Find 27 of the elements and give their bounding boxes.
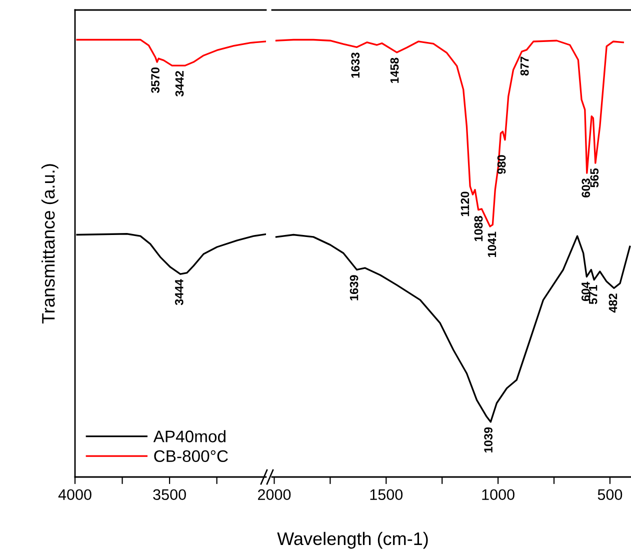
x-tick-label: 2000 <box>258 489 291 500</box>
annotation: 1633 <box>351 52 360 78</box>
annotation: 482 <box>608 294 618 313</box>
x-tick-label: 1000 <box>482 489 514 500</box>
annotation: 1120 <box>460 192 470 216</box>
y-axis-title: Transmittance (a.u.) <box>42 164 58 324</box>
annotation: 565 <box>590 168 599 188</box>
annotation: 1088 <box>474 216 483 242</box>
annotation: 3570 <box>151 68 160 94</box>
annotation: 1041 <box>488 232 496 257</box>
annotation: 603 <box>582 178 590 198</box>
annotation: 3442 <box>175 71 184 97</box>
annotation: 3444 <box>174 279 184 306</box>
annotation: 1039 <box>484 427 493 452</box>
legend-label: CB-800°C <box>154 450 228 462</box>
annotation: 1639 <box>350 275 358 300</box>
x-tick-label: 500 <box>598 489 622 500</box>
annotation: 604 <box>581 282 590 301</box>
x-tick-label: 1500 <box>370 489 403 500</box>
annotation: 571 <box>589 285 598 304</box>
annotation: 980 <box>497 155 506 174</box>
x-tick-label: 4000 <box>58 489 92 500</box>
annotation: 1458 <box>390 58 399 83</box>
x-axis-title: Wavelength (cm-1) <box>277 532 428 549</box>
x-tick-label: 3500 <box>153 489 186 500</box>
annotation: 877 <box>520 56 529 76</box>
legend-label: AP40mod <box>153 430 226 442</box>
